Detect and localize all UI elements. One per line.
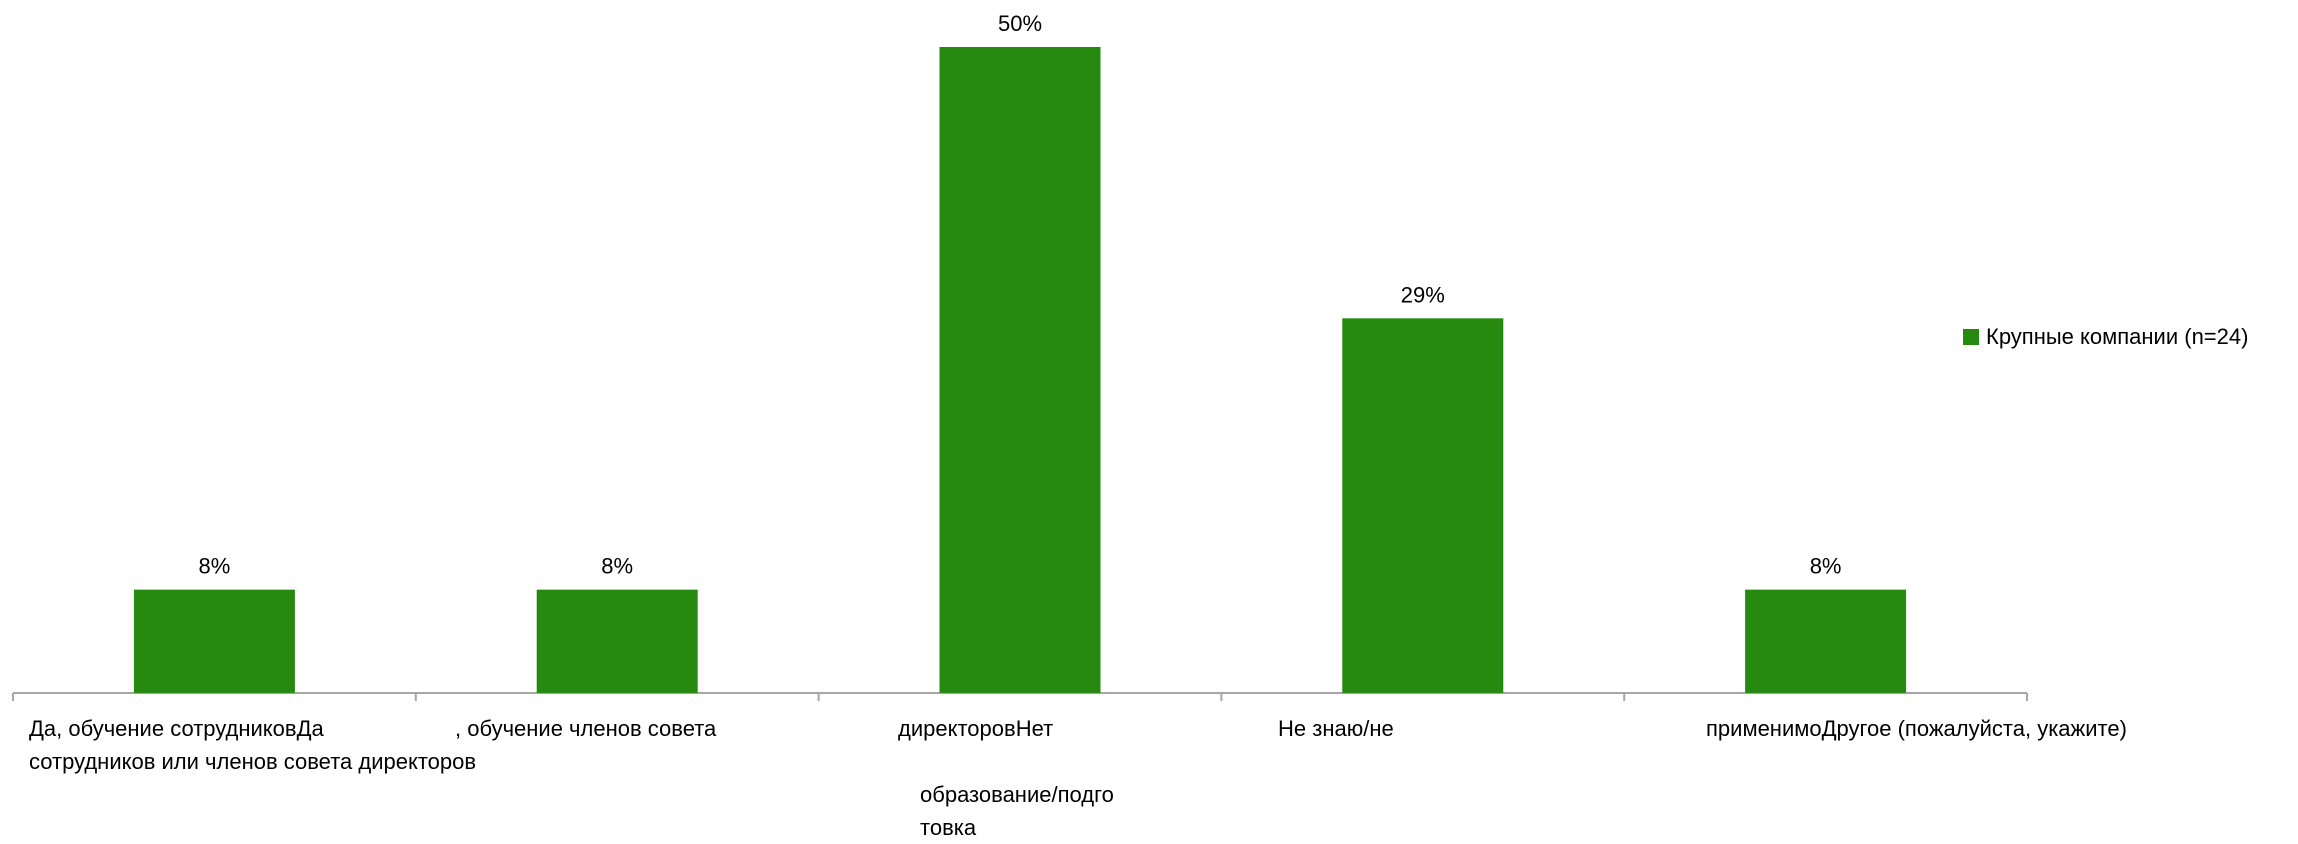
- data-label: 29%: [1401, 282, 1445, 307]
- x-tick-label-line: применимоДругое (пожалуйста, укажите): [1706, 716, 2127, 741]
- legend-label: Крупные компании (n=24): [1986, 324, 2249, 349]
- bar: [1745, 589, 1907, 693]
- bar: [1342, 318, 1504, 693]
- x-tick-label: директоровНет образование/подго товка: [898, 712, 1114, 844]
- x-tick-label: применимоДругое (пожалуйста, укажите): [1706, 712, 2127, 745]
- data-label: 8%: [199, 554, 231, 579]
- x-tick-label-line: директоровНет: [898, 716, 1054, 741]
- x-tick-label: Не знаю/не: [1278, 712, 1394, 745]
- x-tick-label-line: [898, 745, 1114, 778]
- x-tick-label-line: Да, обучение сотрудниковДа: [29, 716, 324, 741]
- data-label: 8%: [1810, 554, 1842, 579]
- legend-swatch: [1963, 329, 1979, 345]
- legend: Крупные компании (n=24): [1963, 324, 2248, 350]
- x-tick-label-line: образование/подго: [920, 782, 1114, 807]
- x-tick-label: , обучение членов совета: [455, 712, 716, 745]
- data-label: 50%: [998, 11, 1042, 36]
- bar: [133, 589, 295, 693]
- x-tick-label: Да, обучение сотрудниковДа сотрудников ил…: [29, 712, 476, 778]
- x-tick-label-line: , обучение членов совета: [455, 716, 717, 741]
- x-tick-label-line: товка: [920, 815, 977, 840]
- x-tick-label-line: сотрудников или членов совета директоров: [29, 749, 477, 774]
- data-label: 8%: [601, 554, 633, 579]
- bar: [939, 47, 1101, 693]
- x-tick-label-line: Не знаю/не: [1278, 716, 1394, 741]
- bar: [536, 589, 698, 693]
